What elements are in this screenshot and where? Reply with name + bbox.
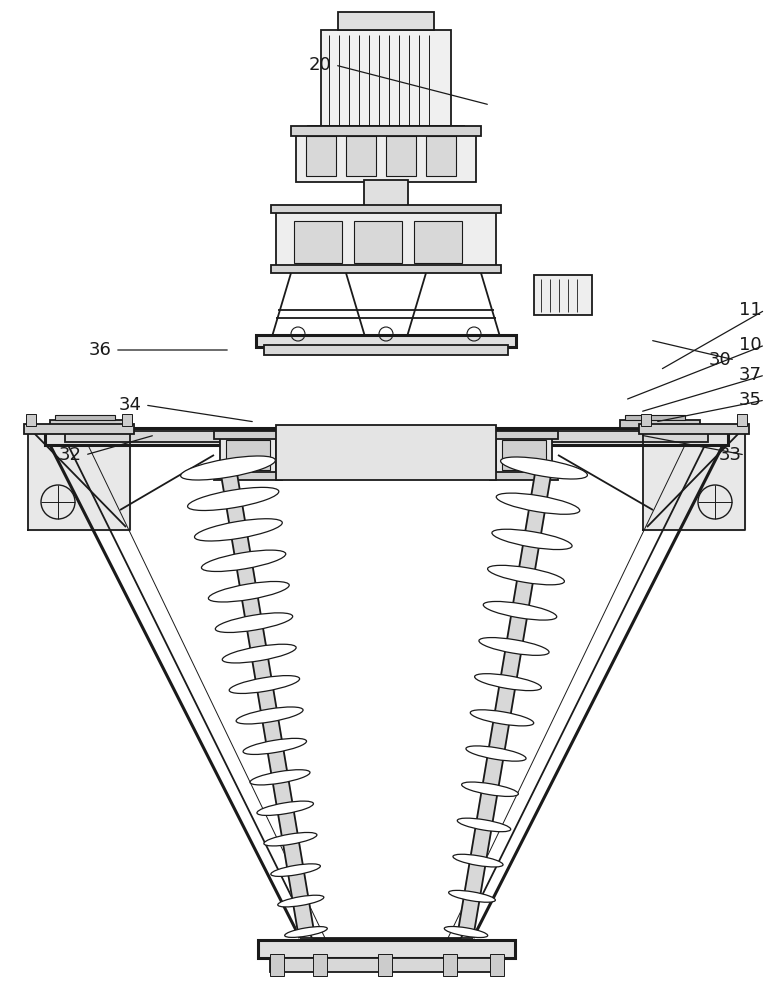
Bar [354,221,402,263]
Bar [534,275,592,315]
Ellipse shape [496,493,580,514]
Bar [226,440,270,470]
Bar [639,424,749,434]
Bar [641,414,651,426]
Bar [214,431,282,439]
Bar [214,472,282,480]
Bar [490,472,558,480]
Ellipse shape [216,613,293,632]
Bar [276,425,496,480]
Bar [271,205,501,213]
Bar [625,415,685,420]
Bar [313,954,327,976]
Bar [447,125,457,141]
Bar [306,136,336,176]
Bar [502,440,546,470]
Text: 34: 34 [118,396,141,414]
Bar [55,415,115,420]
Bar [220,435,276,475]
Bar [291,126,481,136]
Bar [620,420,700,428]
Ellipse shape [501,457,587,479]
Text: 33: 33 [718,446,741,464]
Bar [426,136,456,176]
Bar [346,136,376,176]
Text: 35: 35 [738,391,761,409]
Bar [414,221,462,263]
Ellipse shape [475,674,541,691]
Ellipse shape [202,550,286,571]
Polygon shape [220,467,314,933]
Bar [338,12,434,30]
Ellipse shape [284,927,327,937]
Bar [270,958,503,972]
Ellipse shape [257,801,314,815]
Text: 30: 30 [709,351,731,369]
Bar [26,414,36,426]
Polygon shape [28,428,130,530]
Ellipse shape [492,529,572,550]
Polygon shape [643,428,745,530]
Bar [296,132,476,182]
Ellipse shape [458,818,511,832]
Ellipse shape [278,895,324,907]
Polygon shape [458,467,552,933]
Bar [490,954,504,976]
Ellipse shape [448,890,495,902]
Ellipse shape [271,864,320,876]
Bar [24,424,134,434]
Ellipse shape [444,926,488,938]
Bar [443,954,457,976]
Ellipse shape [479,638,549,655]
Ellipse shape [223,644,296,663]
Ellipse shape [483,601,557,620]
Ellipse shape [230,676,300,693]
Ellipse shape [195,519,282,541]
Bar [490,431,558,439]
Bar [308,126,464,140]
Ellipse shape [466,746,526,761]
Bar [258,940,515,958]
Bar [276,210,496,270]
Ellipse shape [243,738,307,754]
Bar [496,435,552,475]
Ellipse shape [461,782,519,796]
Bar [737,414,747,426]
Text: 32: 32 [59,446,81,464]
Ellipse shape [250,770,310,785]
Text: 11: 11 [739,301,761,319]
Bar [386,136,416,176]
Bar [430,125,440,141]
Bar [328,125,338,141]
Bar [270,954,284,976]
Text: 37: 37 [738,366,761,384]
Bar [256,335,516,347]
Ellipse shape [453,854,503,867]
Ellipse shape [209,581,289,602]
Bar [321,30,451,130]
Text: 36: 36 [89,341,111,359]
Bar [364,180,408,210]
Bar [45,428,728,445]
Ellipse shape [470,710,533,726]
Bar [65,431,708,442]
Text: 10: 10 [739,336,761,354]
Ellipse shape [488,565,564,585]
Text: 20: 20 [308,56,332,74]
Bar [378,954,392,976]
Ellipse shape [264,832,317,846]
Bar [50,420,130,428]
Bar [294,221,342,263]
Bar [264,345,508,355]
Bar [311,125,321,141]
Bar [271,265,501,273]
Ellipse shape [181,456,275,480]
Ellipse shape [188,487,279,511]
Bar [122,414,132,426]
Ellipse shape [236,707,303,724]
